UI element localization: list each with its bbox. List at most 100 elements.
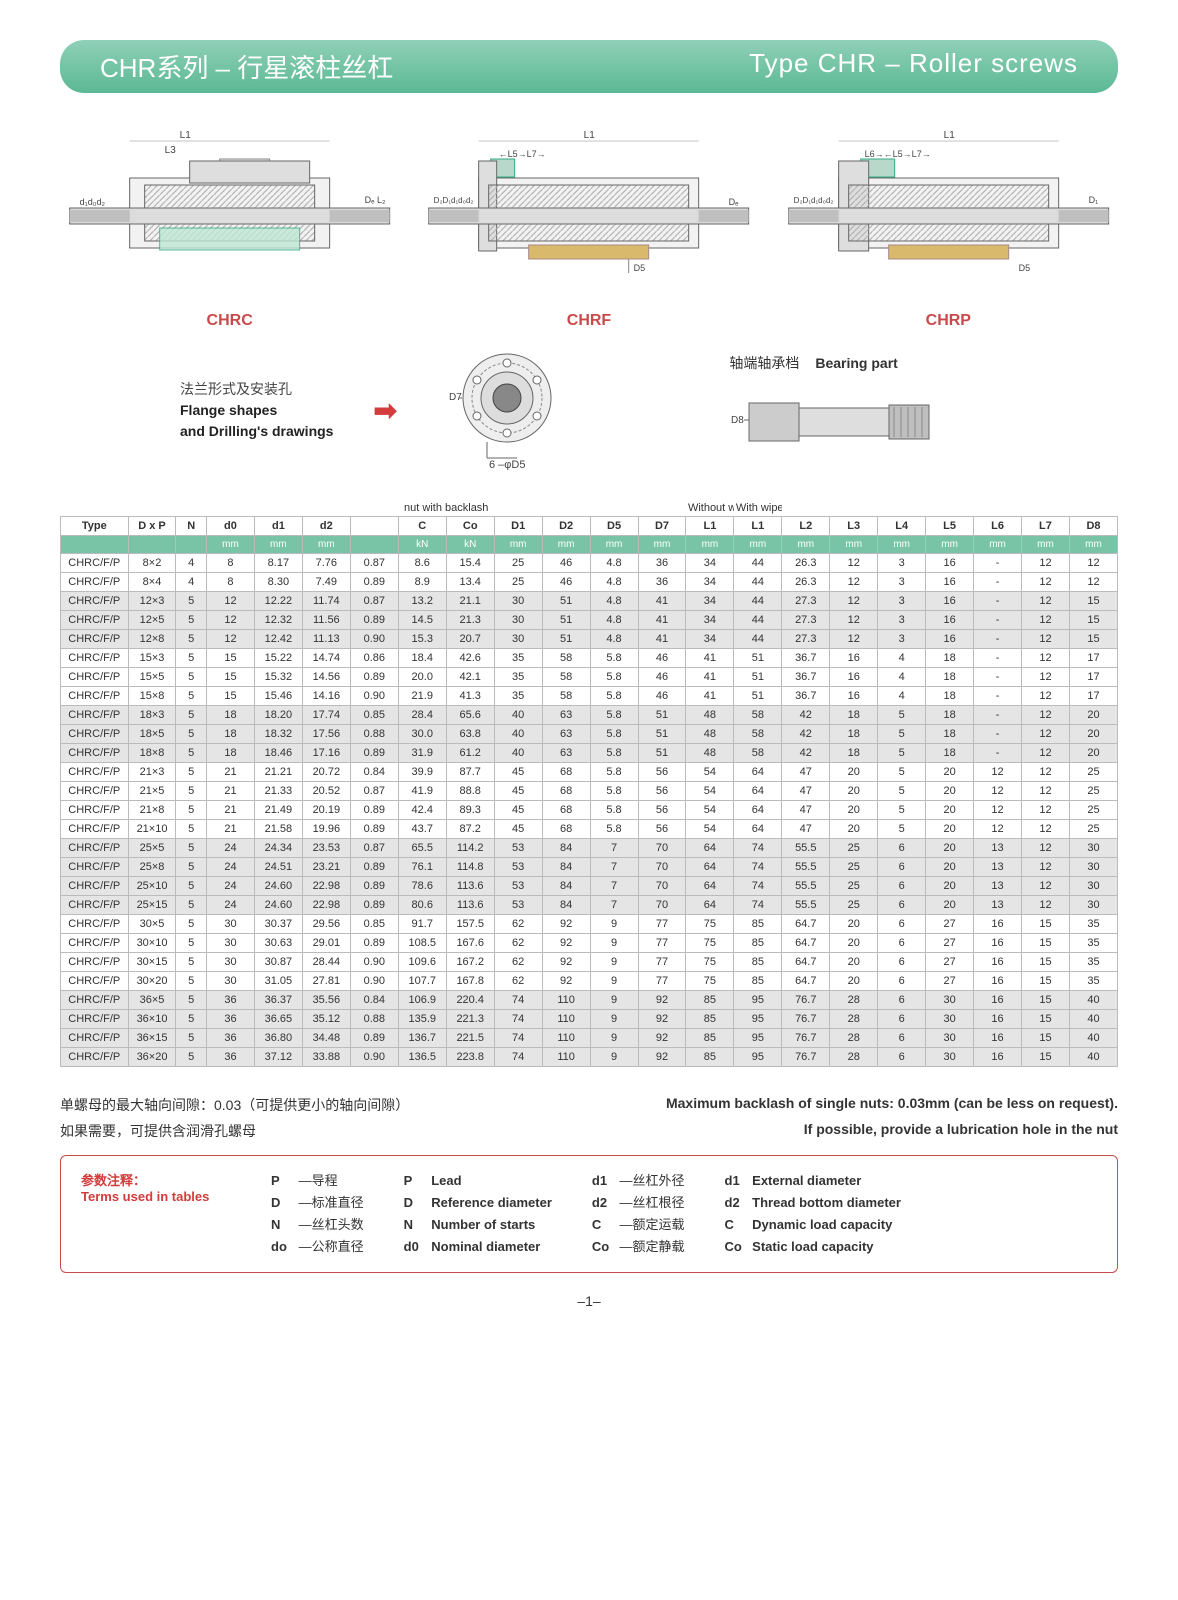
cell: 85 [686,991,734,1010]
cell: 54 [686,763,734,782]
cell: 37.12 [254,1048,302,1067]
cell: 0.89 [350,744,398,763]
cell: 221.3 [446,1010,494,1029]
cell: CHRC/F/P [61,611,129,630]
term-item: d2 Thread bottom diameter [725,1192,901,1214]
group-without-wipers: Without wipers [686,500,734,517]
cell: 7 [590,877,638,896]
unit-cell: mm [302,536,350,554]
svg-text:L6→←L5→L7→: L6→←L5→L7→ [864,149,930,159]
term-item: do —公称直径 [271,1236,364,1258]
cell: 77 [638,972,686,991]
table-row: CHRC/F/P21×852121.4920.190.8942.489.3456… [61,801,1118,820]
cell: 5 [176,972,207,991]
cell: 18 [206,725,254,744]
cell: 16 [974,934,1022,953]
cell: 42.4 [398,801,446,820]
svg-text:D₁: D₁ [1088,195,1098,205]
cell: 7 [590,839,638,858]
cell: 114.8 [446,858,494,877]
cell: 25 [1069,763,1117,782]
term-item: d0 Nominal diameter [404,1236,552,1258]
cell: 136.5 [398,1048,446,1067]
svg-text:6 –φD5: 6 –φD5 [489,459,526,470]
cell: 16 [830,649,878,668]
cell: 51 [734,687,782,706]
cell: 36 [206,991,254,1010]
cell: CHRC/F/P [61,763,129,782]
cell: 85 [734,915,782,934]
cell: 16 [926,630,974,649]
table-row: CHRC/F/P36×2053637.1233.880.90136.5223.8… [61,1048,1118,1067]
cell: 89.3 [446,801,494,820]
cell: 0.89 [350,668,398,687]
cell: 44 [734,630,782,649]
svg-text:D8: D8 [731,415,744,426]
cell: 18 [206,744,254,763]
cell: 95 [734,1029,782,1048]
cell: 85 [734,934,782,953]
cell: 16 [974,953,1022,972]
cell: 0.87 [350,592,398,611]
cell: 18 [926,687,974,706]
cell: CHRC/F/P [61,896,129,915]
cell: 35.56 [302,991,350,1010]
cell: 12 [1022,668,1070,687]
cell: 30 [926,1010,974,1029]
flange-en2: and Drilling's drawings [180,421,333,442]
cell: 21 [206,801,254,820]
table-row: CHRC/F/P25×552424.3423.530.8765.5114.253… [61,839,1118,858]
cell: 15 [1022,953,1070,972]
cell: 30 [206,972,254,991]
footnote-en2: If possible, provide a lubrication hole … [804,1121,1118,1141]
term-item: P Lead [404,1170,552,1192]
cell: 30 [1069,839,1117,858]
cell: 41 [638,592,686,611]
svg-text:L1: L1 [584,130,596,141]
cell: 21 [206,820,254,839]
cell: 220.4 [446,991,494,1010]
cell: - [974,630,1022,649]
cell: 20 [926,839,974,858]
cell: 77 [638,934,686,953]
cell: 20 [830,915,878,934]
cell: 70 [638,839,686,858]
cell: 21.49 [254,801,302,820]
cell: 58 [542,649,590,668]
cell: 88.8 [446,782,494,801]
cell: 29.56 [302,915,350,934]
cell: 5 [176,934,207,953]
cell: 76.7 [782,1029,830,1048]
cell: 74 [494,1010,542,1029]
cell: 110 [542,1048,590,1067]
cell: CHRC/F/P [61,725,129,744]
cell: 20 [926,782,974,801]
cell: CHRC/F/P [61,706,129,725]
cell: 17.16 [302,744,350,763]
cell: 64 [734,820,782,839]
cell: 15 [1069,611,1117,630]
table-row: CHRC/F/P36×1053636.6535.120.88135.9221.3… [61,1010,1118,1029]
cell: 221.5 [446,1029,494,1048]
cell: 21×10 [128,820,176,839]
cell: 13 [974,839,1022,858]
cell: 16 [926,592,974,611]
cell: 14.16 [302,687,350,706]
cell: 58 [542,687,590,706]
cell: 46 [638,668,686,687]
table-row: CHRC/F/P30×553030.3729.560.8591.7157.562… [61,915,1118,934]
cell: 0.89 [350,858,398,877]
cell: 6 [878,972,926,991]
cell: 63 [542,725,590,744]
bearing-drawing: D8 [729,373,949,463]
cell: 5 [176,592,207,611]
cell: 62 [494,934,542,953]
cell: CHRC/F/P [61,934,129,953]
cell: 24 [206,858,254,877]
cell: 15 [1022,972,1070,991]
cell: 6 [878,896,926,915]
cell: 5 [878,725,926,744]
terms-col-4: d1 External diameterd2 Thread bottom dia… [725,1170,901,1258]
cell: 0.87 [350,782,398,801]
cell: 5 [176,744,207,763]
